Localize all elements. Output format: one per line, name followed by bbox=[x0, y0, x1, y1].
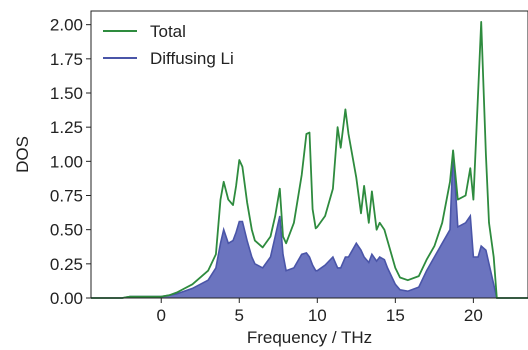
y-tick-label: 0.25 bbox=[50, 255, 83, 274]
x-tick-label: 20 bbox=[464, 306, 483, 325]
y-tick-label: 1.00 bbox=[50, 152, 83, 171]
y-tick-label: 0.50 bbox=[50, 221, 83, 240]
x-axis-label: Frequency / THz bbox=[247, 328, 372, 347]
y-tick-label: 1.25 bbox=[50, 118, 83, 137]
plot-area bbox=[91, 21, 528, 299]
y-tick-label: 2.00 bbox=[50, 16, 83, 35]
x-tick-label: 5 bbox=[235, 306, 244, 325]
y-tick-label: 0.00 bbox=[50, 289, 83, 308]
legend: Total Diffusing Li bbox=[103, 22, 234, 68]
legend-diffusing-li-label: Diffusing Li bbox=[150, 49, 234, 68]
x-tick-label: 10 bbox=[308, 306, 327, 325]
diffusing-li-area bbox=[91, 150, 528, 298]
y-axis-ticks: 0.00 0.25 0.50 0.75 1.00 1.25 1.50 1.75 2.00 bbox=[50, 16, 91, 308]
y-tick-label: 1.50 bbox=[50, 84, 83, 103]
x-tick-label: 0 bbox=[156, 306, 165, 325]
x-axis-ticks: 0 5 10 15 20 bbox=[156, 298, 483, 325]
y-tick-label: 1.75 bbox=[50, 50, 83, 69]
total-line bbox=[91, 21, 528, 299]
x-tick-label: 15 bbox=[386, 306, 405, 325]
axes-frame bbox=[90, 10, 528, 299]
y-axis-label: DOS bbox=[13, 136, 32, 173]
y-tick-label: 0.75 bbox=[50, 187, 83, 206]
legend-total-label: Total bbox=[150, 22, 186, 41]
